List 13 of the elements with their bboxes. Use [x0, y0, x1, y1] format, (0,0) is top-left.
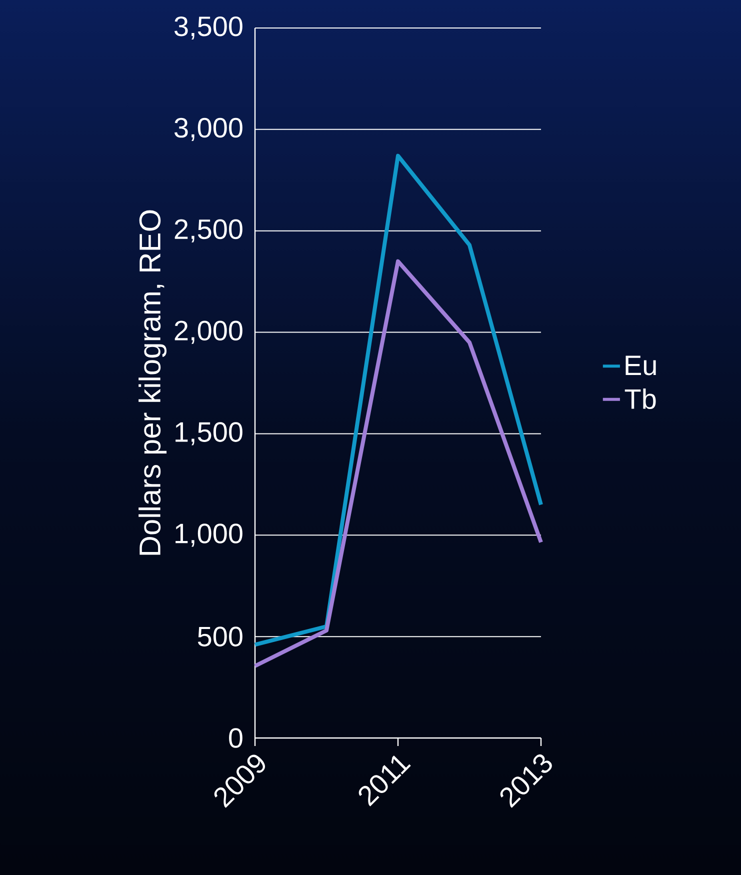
y-tick-label: 2,000	[174, 320, 242, 344]
y-tick-label: 2,500	[174, 219, 242, 242]
y-tick-label: 1,500	[176, 422, 242, 446]
y-tick-label: 1,000	[176, 524, 242, 547]
line-series	[253, 154, 543, 647]
line-series	[253, 259, 543, 668]
legend-label: Eu	[626, 356, 656, 376]
y-axis-title: Dollars per kilogram, REO	[138, 210, 167, 555]
legend-label: Tb	[624, 388, 656, 410]
y-tick-label: 3,500	[174, 16, 242, 40]
y-tick-label: 3,000	[174, 118, 242, 141]
y-tick-label: 500	[198, 626, 242, 646]
y-tick-label: 0	[229, 728, 242, 748]
